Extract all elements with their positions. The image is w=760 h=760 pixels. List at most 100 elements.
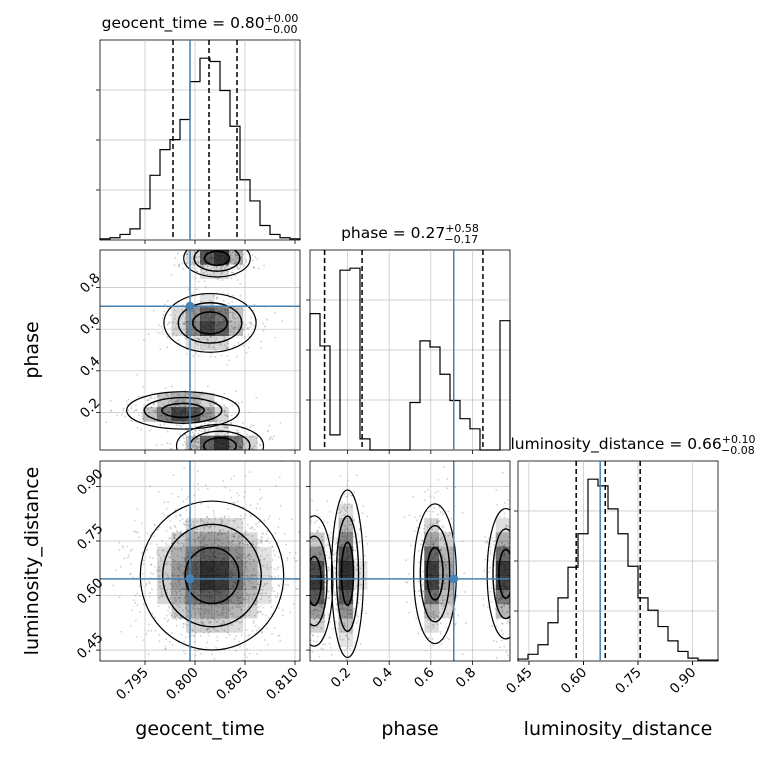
sample-point: [322, 648, 325, 651]
sample-point: [207, 454, 209, 456]
sample-point: [353, 588, 355, 591]
sample-point: [156, 331, 159, 333]
density-cell: [214, 435, 229, 450]
sample-point: [217, 544, 220, 547]
sample-point: [515, 626, 517, 628]
sample-point: [209, 525, 212, 528]
sample-point: [200, 424, 202, 427]
sample-point: [233, 475, 235, 478]
sample-point: [262, 533, 265, 535]
sample-point: [298, 606, 300, 608]
sample-point: [439, 537, 442, 540]
sample-point: [204, 248, 206, 250]
sample-point: [343, 503, 346, 505]
sample-point: [295, 567, 297, 569]
sample-point: [251, 447, 254, 450]
sample-point: [220, 522, 223, 525]
sample-point: [164, 585, 167, 587]
sample-point: [163, 303, 166, 306]
sample-point: [508, 607, 510, 609]
sample-point: [213, 542, 216, 545]
sample-point: [353, 491, 356, 494]
sample-point: [170, 550, 173, 553]
sample-point: [147, 399, 150, 401]
sample-point: [523, 546, 525, 548]
sample-point: [329, 646, 332, 649]
sample-point: [192, 445, 195, 448]
sample-point: [305, 546, 307, 548]
sample-point: [170, 447, 172, 450]
sample-point: [195, 402, 198, 404]
sample-point: [197, 260, 200, 263]
sample-point: [196, 649, 199, 652]
sample-point: [246, 523, 249, 526]
density-cell: [200, 603, 215, 619]
x-tick-label: 0.45: [503, 665, 536, 698]
sample-point: [202, 456, 204, 458]
y-tick-label: 0.75: [74, 520, 107, 553]
sample-point: [153, 663, 155, 665]
histogram-luminosity_distance: [517, 478, 719, 661]
density-content: [295, 461, 525, 661]
x-tick-label: 0.795: [113, 665, 152, 704]
sample-point: [168, 606, 171, 609]
sample-point: [259, 555, 262, 557]
sample-point: [186, 445, 189, 448]
density-cell: [185, 407, 201, 422]
sample-point: [179, 583, 181, 586]
sample-point: [141, 417, 144, 420]
sample-point: [192, 608, 195, 610]
sample-point: [204, 285, 207, 288]
sample-point: [225, 615, 228, 618]
sample-point: [171, 632, 173, 634]
sample-point: [256, 611, 259, 614]
sample-point: [348, 503, 351, 505]
sample-point: [228, 543, 231, 546]
sample-point: [134, 409, 137, 412]
density-cell: [200, 250, 215, 265]
sample-point: [191, 261, 194, 264]
sample-point: [244, 531, 247, 534]
sample-point: [177, 495, 180, 498]
x-tick-label: 0.810: [263, 665, 302, 704]
density-cell: [200, 546, 215, 562]
sample-point: [271, 438, 274, 440]
sample-point: [302, 615, 304, 617]
sample-point: [295, 588, 298, 590]
sample-point: [511, 529, 513, 531]
sample-point: [438, 520, 441, 522]
sample-point: [350, 616, 353, 619]
sample-point: [223, 516, 226, 518]
sample-point: [312, 610, 315, 613]
sample-point: [209, 458, 211, 460]
sample-point: [511, 650, 513, 652]
sample-point: [179, 589, 182, 592]
x-tick-label: 0.90: [667, 665, 700, 698]
sample-point: [227, 265, 230, 267]
sample-point: [511, 633, 513, 635]
sample-point: [189, 450, 191, 452]
sample-point: [448, 531, 451, 534]
sample-point: [250, 424, 253, 427]
sample-point: [520, 589, 522, 591]
sample-point: [500, 541, 503, 544]
sample-point: [239, 601, 242, 603]
sample-point: [210, 352, 213, 355]
sample-point: [220, 520, 223, 523]
sample-point: [182, 401, 185, 403]
sample-point: [211, 303, 213, 306]
sample-point: [206, 609, 209, 612]
sample-point: [511, 515, 513, 517]
sample-point: [242, 344, 245, 347]
density-cell: [171, 561, 187, 576]
sample-point: [345, 647, 348, 650]
sample-point: [162, 512, 165, 515]
sample-point: [159, 595, 162, 598]
sample-point: [439, 587, 441, 590]
sample-point: [249, 563, 252, 565]
sample-point: [329, 637, 332, 639]
sample-point: [433, 618, 436, 621]
sample-point: [238, 553, 241, 556]
sample-point: [441, 602, 444, 604]
sample-point: [515, 599, 517, 601]
